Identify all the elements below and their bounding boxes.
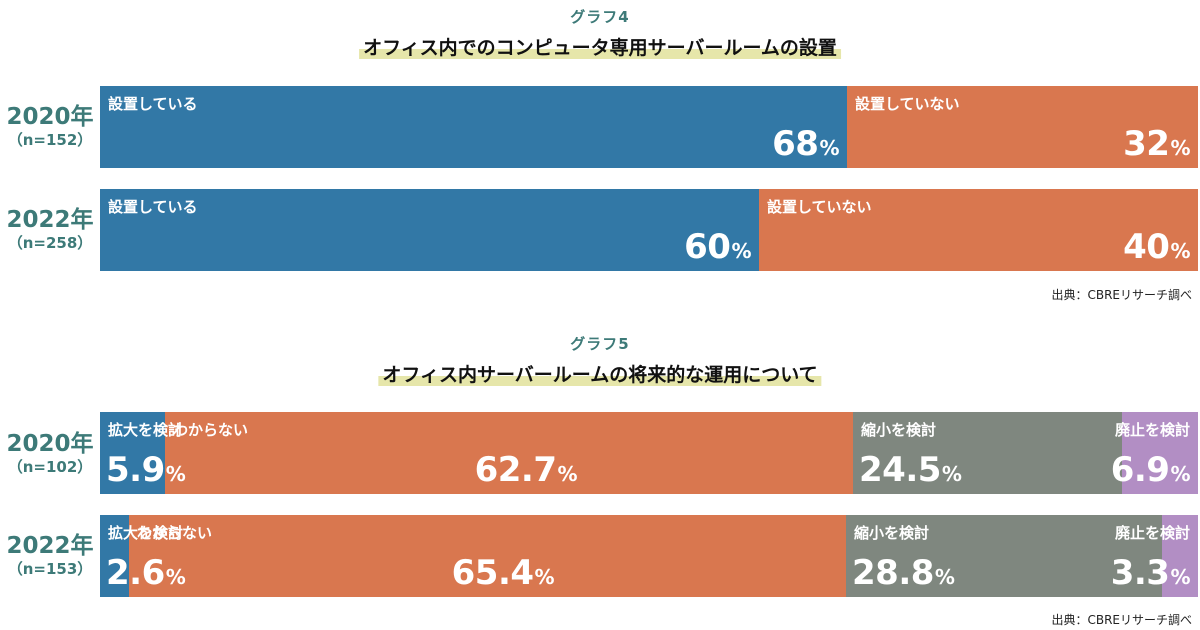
data-label: 40%: [1123, 227, 1190, 267]
data-label: 32%: [1123, 124, 1190, 164]
bar-segment: [129, 515, 846, 597]
data-label: 65.4%: [451, 553, 555, 593]
graph5-label: グラフ5: [570, 335, 630, 353]
segment-label: 設置している: [108, 198, 198, 216]
graph4-title: オフィス内でのコンピュータ専用サーバールームの設置: [359, 33, 841, 61]
graph5-row-label-2022: 2022年 （n=153）: [0, 533, 100, 578]
bar-segment: [847, 86, 1198, 168]
data-label: 28.8%: [852, 553, 955, 593]
graph4-label: グラフ4: [570, 8, 630, 26]
data-label: 60%: [684, 227, 751, 267]
graph5-row-label-2020: 2020年 （n=102）: [0, 431, 100, 476]
segment-label: 廃止を検討: [1114, 421, 1190, 439]
segment-label: わからない: [173, 421, 249, 439]
graph5-source: 出典：CBREリサーチ調べ: [1051, 613, 1192, 627]
graph5-title: オフィス内サーバールームの将来的な運用について: [378, 360, 822, 388]
segment-label: わからない: [137, 524, 213, 542]
bar-segment: [759, 189, 1198, 271]
bar-segment: [1162, 515, 1198, 597]
graph4-bar-2020: 設置している 68% 設置していない 32%: [100, 86, 1198, 168]
segment-label: 縮小を検討: [861, 421, 937, 439]
sample-size-label: （n=153）: [7, 560, 93, 578]
bar-segment: [100, 189, 759, 271]
bar-segment: [853, 412, 1122, 494]
segment-label: 廃止を検討: [1114, 524, 1190, 542]
graph4-source: 出典：CBREリサーチ調べ: [1051, 288, 1192, 302]
bar-segment: [100, 412, 165, 494]
data-label: 3.3%: [1110, 553, 1191, 593]
bar-segment: [100, 86, 847, 168]
bar-segment: [846, 515, 1162, 597]
graph4-row-label-2020: 2020年 （n=152）: [0, 104, 100, 149]
segment-label: 縮小を検討: [854, 524, 930, 542]
data-label: 62.7%: [474, 450, 578, 490]
data-label: 5.9%: [106, 450, 186, 490]
data-label: 2.6%: [106, 553, 186, 593]
segment-label: 拡大を検討: [108, 524, 184, 542]
bar-segment: [100, 515, 129, 597]
data-label: 68%: [772, 124, 839, 164]
graph5-bar-2020: 拡大を検討 5.9% わからない 62.7% 縮小を検討 24.5% 廃止を検討 6.9%: [100, 412, 1198, 494]
graph4-bar-2022: 設置している 60% 設置していない 40%: [100, 189, 1198, 271]
year-label: 2022年: [6, 207, 94, 233]
sample-size-label: （n=102）: [7, 458, 93, 476]
graph5-bar-2022: 拡大を検討 2.6% わからない 65.4% 縮小を検討 28.8% 廃止を検討 3.3%: [100, 515, 1198, 597]
segment-label: 設置していない: [767, 198, 872, 216]
segment-label: 設置していない: [855, 95, 960, 113]
year-label: 2022年: [6, 533, 94, 559]
segment-label: 拡大を検討: [108, 421, 184, 439]
bar-segment: [1122, 412, 1198, 494]
data-label: 24.5%: [859, 450, 962, 490]
year-label: 2020年: [6, 431, 94, 457]
year-label: 2020年: [6, 104, 94, 130]
sample-size-label: （n=258）: [7, 234, 93, 252]
sample-size-label: （n=152）: [7, 131, 93, 149]
bar-segment: [165, 412, 853, 494]
data-label: 6.9%: [1110, 450, 1191, 490]
segment-label: 設置している: [108, 95, 198, 113]
graph4-row-label-2022: 2022年 （n=258）: [0, 207, 100, 252]
